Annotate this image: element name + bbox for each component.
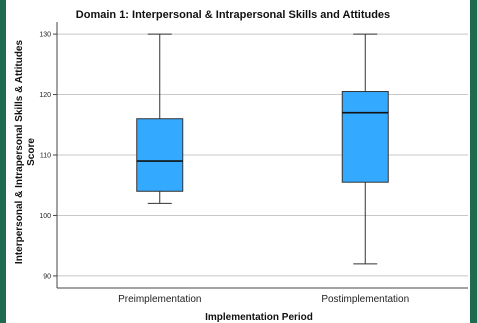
box-series xyxy=(136,33,389,265)
boxplot-chart: Domain 1: Interpersonal & Intrapersonal … xyxy=(14,9,468,323)
iqr-box xyxy=(136,118,184,192)
y-tick-label-130: 130 xyxy=(39,32,51,39)
y-tick-label-120: 120 xyxy=(39,92,51,99)
y-axis-label: Interpersonal & Intrapersonal Skills & A… xyxy=(14,40,37,265)
y-tick-label-100: 100 xyxy=(39,213,51,220)
gridlines xyxy=(57,33,468,277)
x-category-label-1: Postimplementation xyxy=(321,294,409,305)
y-tick-label-90: 90 xyxy=(43,273,51,280)
chart-title: Domain 1: Interpersonal & Intrapersonal … xyxy=(76,9,390,21)
box-postimplementation xyxy=(341,33,389,265)
y-axis-label-line-2: Score xyxy=(26,138,37,166)
y-axis-label-line-1: Interpersonal & Intrapersonal Skills & A… xyxy=(14,40,25,265)
iqr-box xyxy=(341,91,389,183)
x-category-labels: Preimplementation Postimplementation xyxy=(118,294,409,305)
x-axis-label: Implementation Period xyxy=(205,312,313,323)
y-tick-labels: 90 100 110 120 130 xyxy=(39,32,57,280)
x-category-label-0: Preimplementation xyxy=(118,294,201,305)
chart-panel: Domain 1: Interpersonal & Intrapersonal … xyxy=(6,0,470,323)
box-preimplementation xyxy=(136,33,184,204)
y-tick-label-110: 110 xyxy=(40,153,51,160)
